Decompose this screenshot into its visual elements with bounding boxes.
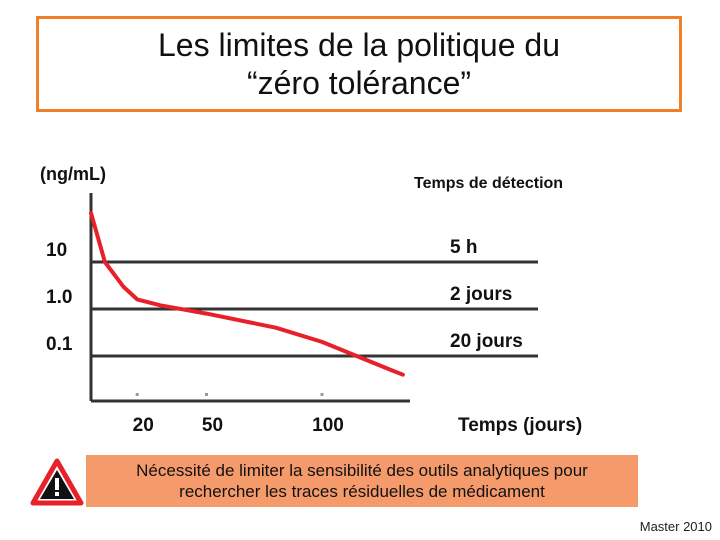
x-tick-label: 20 [133,415,154,436]
title-line-2: “zéro tolérance” [246,65,472,101]
warning-box: Nécessité de limiter la sensibilité des … [86,455,638,507]
series-line [89,211,405,377]
y-tick-label: 0.1 [46,334,73,355]
x-tick-mark [205,393,208,396]
x-tick-mark [135,393,139,396]
warning-line-1: Nécessité de limiter la sensibilité des … [136,461,588,480]
x-axis-label: Temps (jours) [458,415,582,436]
warning-triangle-icon [30,458,84,506]
title-line-1: Les limites de la politique du [157,27,560,63]
right-header: Temps de détection [414,175,563,192]
x-ticks: 20 50 100 [133,393,344,436]
y-tick-label: 10 [46,240,67,261]
series-group [89,211,405,377]
x-tick-label: 100 [312,415,344,436]
x-tick-mark [320,393,324,396]
detection-label: 5 h [450,237,477,258]
x-tick-label: 50 [202,415,223,436]
warning-line-2: rechercher les traces résiduelles de méd… [179,482,545,501]
detection-label: 20 jours [450,331,523,352]
y-axis-label: (ng/mL) [40,164,106,184]
footer-text: Master 2010 [639,519,712,534]
y-tick-label: 1.0 [46,287,72,308]
title-box: Les limites de la politique du “zéro tol… [36,16,682,112]
detection-label: 2 jours [450,284,512,305]
threshold-lines: 10 5 h 1.0 2 jours 0.1 20 jours [46,237,538,358]
